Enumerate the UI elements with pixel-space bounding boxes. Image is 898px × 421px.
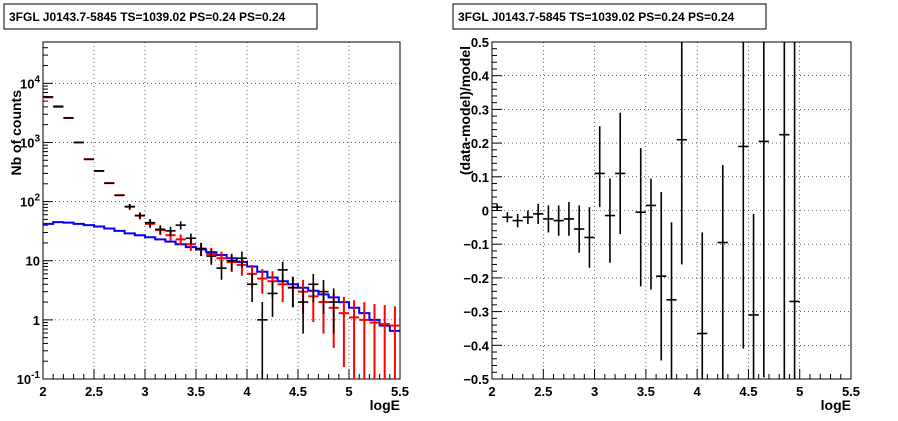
left-plot-frame: [42, 41, 401, 380]
right-y-tick-label: 0.2: [471, 136, 489, 151]
right-x-tick-label: 3.5: [637, 384, 655, 399]
right-x-tick-label: 2: [488, 384, 495, 399]
right-x-tick-label: 2.5: [534, 384, 552, 399]
right-y-tick-label: 0: [482, 204, 489, 219]
left-x-axis-label: logE: [370, 397, 400, 413]
left-x-tick-label: 5: [345, 384, 352, 399]
residuals-panel: 3FGL J0143.7-5845 TS=1039.02 PS=0.24 PS=…: [452, 3, 860, 413]
left-title-box: [3, 3, 318, 30]
right-title-box: [452, 3, 767, 30]
right-y-tick-label: 0.1: [471, 170, 489, 185]
left-x-tick-label: 4.5: [289, 384, 307, 399]
right-y-tick-label: −0.1: [463, 237, 489, 252]
right-y-tick-label: −0.2: [463, 271, 489, 286]
left-y-tick-label: 102: [20, 193, 40, 210]
left-title: 3FGL J0143.7-5845 TS=1039.02 PS=0.24 PS=…: [9, 10, 286, 24]
right-title: 3FGL J0143.7-5845 TS=1039.02 PS=0.24 PS=…: [458, 10, 735, 24]
right-y-tick-label: −0.5: [463, 372, 489, 387]
left-x-tick-label: 3: [141, 384, 148, 399]
left-y-tick-label: 10: [26, 254, 40, 269]
right-x-tick-label: 3: [591, 384, 598, 399]
right-x-tick-label: 4.5: [739, 384, 757, 399]
left-x-tick-label: 4: [243, 384, 251, 399]
counts-spectrum-panel: 3FGL J0143.7-5845 TS=1039.02 PS=0.24 PS=…: [3, 3, 409, 413]
left-x-tick-label: 2.5: [85, 384, 103, 399]
right-x-tick-label: 5: [796, 384, 803, 399]
left-y-axis-label: Nb of counts: [8, 90, 24, 176]
right-y-axis-label: (data-model)/model: [457, 46, 473, 175]
left-x-tick-label: 3.5: [187, 384, 205, 399]
left-x-tick-label: 2: [39, 384, 46, 399]
left-y-tick-label: 103: [20, 133, 40, 150]
left-y-tick-label: 10-1: [17, 370, 41, 387]
right-y-tick-label: 0.4: [471, 69, 490, 84]
left-y-tick-label: 1: [33, 313, 40, 328]
right-y-tick-label: −0.3: [463, 305, 489, 320]
right-x-tick-label: 4: [694, 384, 702, 399]
right-x-tick-label: 5.5: [842, 384, 860, 399]
right-x-axis-label: logE: [821, 397, 851, 413]
left-x-tick-label: 5.5: [391, 384, 409, 399]
right-y-tick-label: −0.4: [463, 338, 489, 353]
right-y-tick-label: 0.3: [471, 102, 489, 117]
right-y-tick-label: 0.5: [471, 35, 489, 50]
left-y-tick-label: 104: [20, 74, 40, 91]
